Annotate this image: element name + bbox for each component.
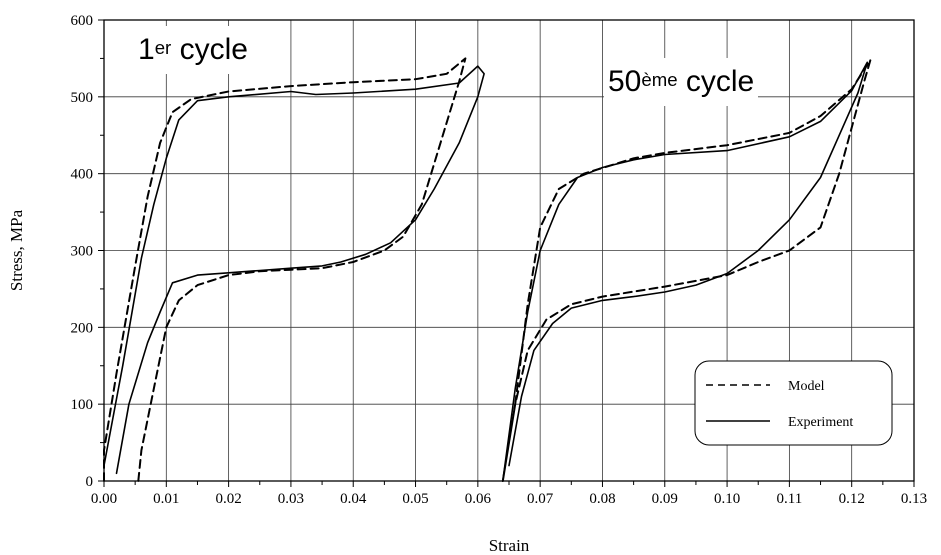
annotation-fiftieth-cycle-suffix: ème bbox=[641, 69, 678, 90]
x-axis-title: Strain bbox=[489, 536, 530, 555]
x-tick-label: 0.08 bbox=[589, 491, 615, 507]
x-tick-label: 0.02 bbox=[215, 491, 241, 507]
series-line-experiment-cycle-50 bbox=[501, 61, 869, 482]
annotation-first-cycle-suffix: er bbox=[154, 37, 172, 58]
legend-label-experiment: Experiment bbox=[788, 415, 853, 430]
x-tick-label: 0.12 bbox=[839, 491, 865, 507]
x-tick-label: 0.13 bbox=[901, 491, 927, 507]
annotation-first-cycle: 1er cycle bbox=[134, 26, 252, 74]
series-line-model-cycle-1 bbox=[103, 57, 467, 482]
y-tick-label: 600 bbox=[71, 13, 94, 29]
series-group bbox=[103, 57, 872, 482]
y-tick-label: 500 bbox=[71, 90, 94, 106]
x-tick-label: 0.10 bbox=[714, 491, 740, 507]
y-tick-label: 0 bbox=[86, 474, 94, 490]
series-line-experiment-cycle-1 bbox=[103, 65, 485, 475]
x-tick-label: 0.03 bbox=[278, 491, 304, 507]
annotation-fiftieth-cycle-word: cycle bbox=[677, 65, 755, 98]
annotation-first-cycle-number: 1 bbox=[138, 33, 155, 66]
x-tick-label: 0.05 bbox=[402, 491, 428, 507]
x-tick-label: 0.00 bbox=[91, 491, 117, 507]
legend-box bbox=[694, 360, 893, 446]
legend-label-model: Model bbox=[788, 379, 825, 394]
annotation-fiftieth-cycle-number: 50 bbox=[608, 65, 642, 98]
x-tick-label: 0.11 bbox=[777, 491, 803, 507]
x-tick-label: 0.09 bbox=[652, 491, 678, 507]
y-axis-title: Stress, MPa bbox=[7, 209, 26, 291]
annotation-first-cycle-word: cycle bbox=[171, 33, 248, 66]
y-tick-label: 300 bbox=[71, 244, 94, 260]
series-line-model-cycle-50 bbox=[501, 59, 872, 482]
y-tick-label: 200 bbox=[71, 320, 94, 336]
axis-ticks: 0.00 0.01 0.02 0.03 0.04 0.05 0.06 0.07 0.08 0.09… bbox=[71, 13, 928, 507]
x-tick-label: 0.04 bbox=[340, 491, 367, 507]
x-tick-label: 0.06 bbox=[465, 491, 492, 507]
x-tick-label: 0.01 bbox=[153, 491, 179, 507]
legend: Model Experiment bbox=[694, 360, 893, 446]
x-tick-label: 0.07 bbox=[527, 491, 554, 507]
annotation-fiftieth-cycle: 50ème cycle bbox=[604, 58, 759, 106]
y-tick-label: 400 bbox=[71, 167, 94, 183]
y-tick-label: 100 bbox=[71, 397, 94, 413]
